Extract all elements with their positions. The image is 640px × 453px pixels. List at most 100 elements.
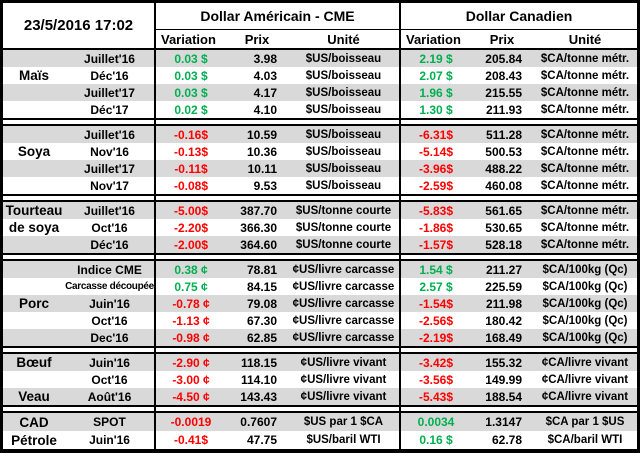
table-row: Déc'17 0.02 $ 4.10 $US/boisseau 1.30 $ 2… [3,101,637,118]
table-row: Juillet'16 0.03 $ 3.98 $US/boisseau 2.19… [3,50,637,67]
us-variation-value: -4.50 ¢ [172,389,210,404]
contract-month-label: Juin'16 [89,355,130,370]
ca-unit-label: $CA par 1 $US [545,416,625,428]
section-divider [154,255,156,259]
ca-variation-value: -1.57$ [418,237,454,252]
section-divider [154,67,156,84]
table-row: Maïs Déc'16 0.03 $ 4.03 $US/boisseau 2.0… [3,67,637,84]
section-divider [399,3,401,48]
us-variation-value: -0.11$ [174,161,208,176]
us-variation-value: 0.02 $ [174,102,208,117]
us-variation-value: 0.38 ¢ [174,262,208,277]
section-divider [399,101,401,118]
us-price-value: 3.98 [253,51,277,66]
section-divider [399,431,401,449]
us-price-value: 4.03 [253,68,277,83]
section-divider [399,143,401,160]
section-divider [399,177,401,194]
ca-unit-label: $CA/tonne métr. [540,103,630,116]
us-unit-label: $US/baril WTI [306,434,381,446]
section-divider [154,126,156,143]
ca-variation-value: -3.42$ [418,355,454,370]
us-price-value: 10.59 [246,127,277,142]
table-row: Juillet'17 0.03 $ 4.17 $US/boisseau 1.96… [3,84,637,101]
section-divider [399,126,401,143]
contract-month-label: Juin'16 [89,296,130,311]
us-unit-label: $US/boisseau [305,179,382,192]
contract-month-label: Nov'16 [90,144,129,159]
us-variation-value: -0.08$ [173,178,209,193]
section-divider [154,84,156,101]
ca-variation-value: -1.54$ [418,296,454,311]
ca-price-value: 511.28 [485,127,522,142]
ca-variation-value: -5.43$ [418,389,454,404]
us-price-value: 4.10 [253,102,277,117]
us-variation-value: -0.16$ [173,127,209,142]
section-divider [154,413,156,431]
section-divider [154,388,156,405]
us-price-value: 9.53 [253,178,277,193]
contract-month-label: Déc'16 [90,68,129,83]
ca-price-value: 168.49 [485,330,522,345]
section-divider [154,143,156,160]
us-variation-value: -1.13 ¢ [172,313,210,328]
ca-unit-label: $CA/tonne métr. [540,52,630,65]
us-price-value: 387.70 [240,203,277,218]
commodity-label: Bœuf [16,355,52,370]
contract-month-label: Août'16 [87,389,132,404]
us-unit-label: $US/boisseau [305,69,382,82]
group-separator [3,405,637,413]
us-price-value: 47.75 [246,433,277,447]
ca-unit-header: Unité [568,31,602,47]
ca-unit-label: $CA/baril WTI [547,434,623,446]
ca-variation-value: -2.19$ [418,330,454,345]
us-price-value: 114.10 [240,372,277,387]
us-variation-value: 0.03 $ [174,85,208,100]
us-price-value: 79.08 [246,296,277,311]
section-divider [154,101,156,118]
section-divider [154,261,156,278]
commodity-label: Pétrole [11,432,57,448]
contract-month-label: Oct'16 [91,372,128,387]
table-row: Porc Juin'16 -0.78 ¢ 79.08 ¢US/livre car… [3,295,637,312]
ca-variation-value: -3.96$ [418,161,454,176]
section-divider [399,67,401,84]
commodity-label: Maïs [18,68,49,83]
section-divider [399,120,401,124]
us-price-value: 10.36 [246,144,277,159]
ca-unit-label: $CA/100kg (Qc) [542,263,628,276]
ca-unit-label: $CA/100kg (Qc) [542,297,628,310]
section-divider [399,329,401,346]
table-row: Soya Nov'16 -0.13$ 10.36 $US/boisseau -5… [3,143,637,160]
section-divider [154,348,156,352]
us-unit-label: $US/boisseau [305,128,382,141]
section-divider [399,160,401,177]
table-row: Déc'16 -2.00$ 364.60 $US/tonne courte -1… [3,236,637,253]
us-price-value: 366.30 [240,220,277,235]
commodity-label [3,84,65,101]
section-divider [154,329,156,346]
us-variation-value: -0.78 ¢ [172,296,210,311]
commodity-label: de soya [8,220,60,235]
table-row: Oct'16 -3.00 ¢ 114.10 ¢US/livre vivant -… [3,371,637,388]
ca-variation-value: 0.0034 [417,415,455,429]
section-divider [399,236,401,253]
section-divider [154,371,156,388]
section-divider [154,160,156,177]
table-row: Juillet'17 -0.11$ 10.11 $US/boisseau -3.… [3,160,637,177]
ca-section-title: Dollar Canadien [401,3,637,30]
contract-month-label: Carcasse découpée [65,281,154,292]
table-row: Bœuf Juin'16 -2.90 ¢ 118.15 ¢US/livre vi… [3,354,637,371]
section-divider [154,236,156,253]
ca-price-value: 500.53 [485,144,522,159]
us-variation-value: -0.98 ¢ [172,330,210,345]
ca-price-value: 188.54 [485,389,522,404]
commodity-label: Tourteau [5,203,63,218]
contract-month-label: Dec'16 [90,330,129,345]
table-row: de soya Oct'16 -2.20$ 366.30 $US/tonne c… [3,219,637,236]
contract-month-label: Juillet'16 [84,51,135,66]
us-variation-value: -2.90 ¢ [172,355,210,370]
section-divider [399,202,401,219]
section-divider [154,431,156,449]
